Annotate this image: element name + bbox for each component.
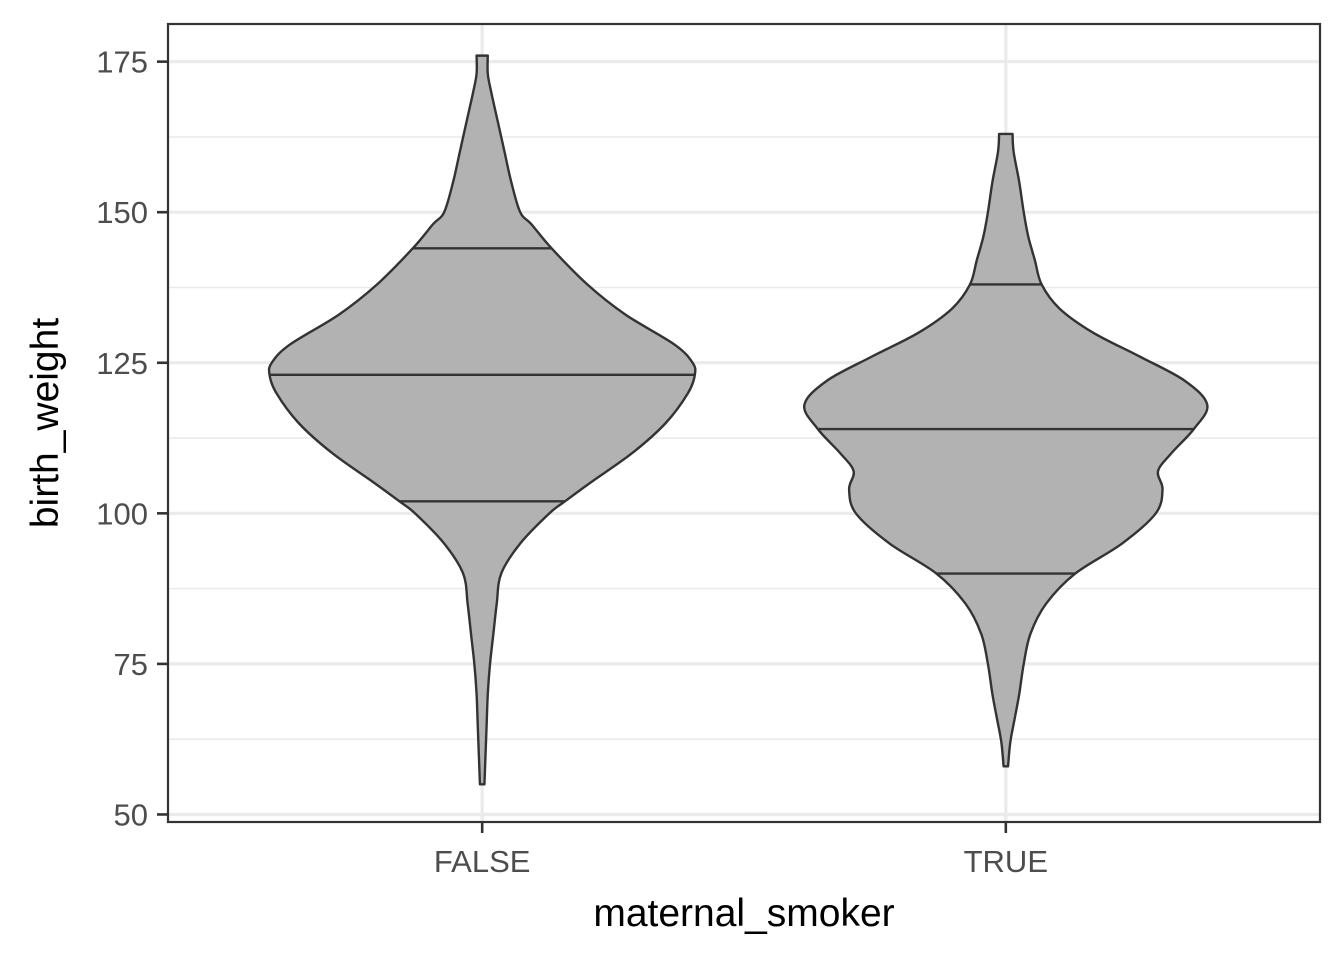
axes: 50 75 100 125 150 175 FALSE TRUE	[96, 45, 1048, 879]
y-tick-label: 50	[114, 797, 148, 832]
violin-false	[267, 54, 697, 786]
x-tick-label: FALSE	[434, 844, 531, 879]
y-tick-label: 150	[96, 195, 148, 230]
x-tick-label: TRUE	[964, 844, 1048, 879]
violins	[267, 54, 1209, 786]
y-tick-label: 100	[96, 496, 148, 531]
violin-true	[803, 132, 1209, 768]
y-axis-title: birth_weight	[24, 318, 67, 528]
y-tick-label: 125	[96, 346, 148, 381]
y-tick-label: 175	[96, 45, 148, 80]
panel-border	[166, 22, 1322, 824]
y-tick-label: 75	[114, 647, 148, 682]
x-axis-title: maternal_smoker	[593, 892, 894, 935]
